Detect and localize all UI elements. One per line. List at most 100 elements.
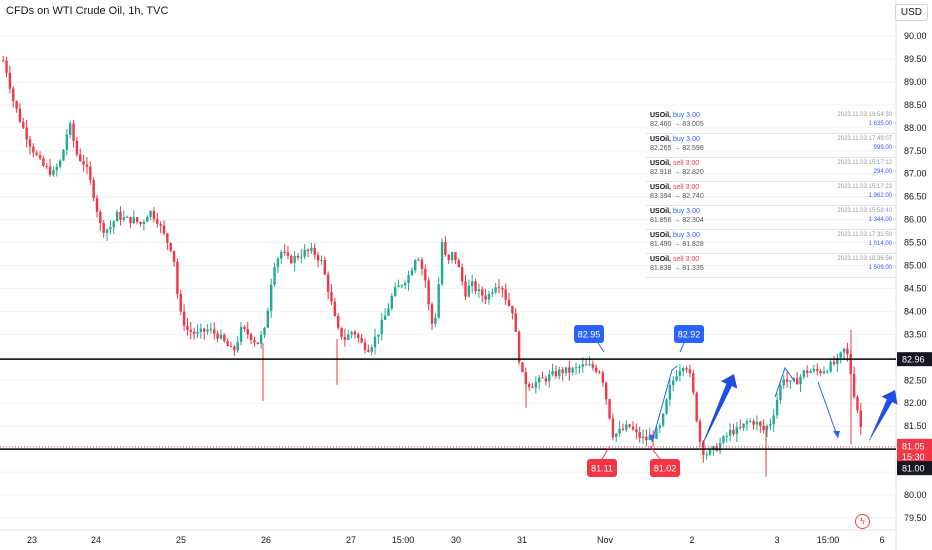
y-tick-label: 89.00 [904, 77, 927, 87]
candle-body [437, 284, 440, 318]
price-callout-low [650, 459, 680, 477]
candle-body [752, 421, 755, 425]
candle-body [2, 60, 5, 62]
candle-body [246, 328, 249, 335]
candle-body [199, 328, 203, 332]
y-tick-label: 86.00 [904, 215, 927, 225]
candle-body [48, 166, 52, 175]
candle-body [316, 254, 320, 261]
candle-body [226, 341, 229, 347]
candle-body [819, 370, 822, 374]
candle-body [494, 287, 497, 293]
y-tick-label: 84.50 [904, 283, 927, 293]
candle-body [822, 371, 826, 374]
candle-body [156, 219, 159, 224]
flash-icon[interactable]: ϟ [855, 514, 870, 529]
candle-body [517, 331, 521, 363]
x-tick-label: 2 [689, 535, 694, 545]
price-callout-high [674, 325, 704, 343]
candle-body [256, 342, 259, 344]
candle-body [387, 308, 390, 316]
candle-body [293, 255, 296, 264]
candle-body [702, 441, 705, 455]
trade-row[interactable]: USOil, sell 3.00 83.394 → 82.740 2023.11.… [646, 182, 896, 206]
candle-body [330, 291, 333, 302]
candle-body [708, 449, 712, 455]
candle-body [608, 399, 611, 419]
x-tick-label: 24 [91, 535, 101, 545]
candle-body [115, 211, 119, 222]
candle-body [239, 326, 243, 343]
candle-body [219, 334, 223, 339]
candle-body [109, 227, 112, 230]
forecast-arrow-icon [868, 390, 898, 443]
candle-body [504, 289, 507, 300]
candle-body [353, 331, 357, 335]
candle-body [722, 436, 725, 443]
candle-body [558, 369, 561, 377]
candle-body [658, 425, 661, 428]
candle-body [816, 368, 819, 371]
support-price-label: 81.00 [902, 464, 925, 474]
candle-body [223, 334, 226, 342]
x-tick-label: 26 [261, 535, 271, 545]
trade-row[interactable]: USOil, buy 3.00 82.265 → 82.598 2023.11.0… [646, 134, 896, 158]
candle-body [149, 211, 152, 217]
candle-body [692, 373, 695, 393]
candle-body [605, 382, 608, 400]
candle-body [802, 370, 806, 377]
candle-body [444, 241, 447, 255]
currency-button[interactable]: USD [894, 4, 928, 21]
y-tick-label: 80.00 [904, 490, 927, 500]
candle-body [32, 146, 35, 153]
candle-body [400, 285, 404, 287]
candle-body [320, 259, 323, 261]
y-tick-label: 83.50 [904, 329, 927, 339]
trade-row[interactable]: USOil, buy 3.00 82.460 → 83.005 2023.11.0… [646, 110, 896, 134]
x-tick-label: 23 [27, 535, 37, 545]
candle-body [779, 385, 782, 401]
candle-body [668, 385, 672, 400]
candle-body [236, 342, 239, 351]
candle-body [531, 386, 534, 388]
candle-body [588, 364, 591, 366]
candle-body [393, 287, 397, 297]
price-callout-label: 81.02 [654, 464, 677, 474]
candle-body [806, 370, 809, 373]
candle-body [280, 251, 283, 259]
candle-body [578, 366, 581, 368]
candle-body [534, 382, 538, 388]
candle-body [363, 342, 367, 350]
candle-body [759, 421, 762, 426]
trade-row[interactable]: USOil, buy 3.00 81.490 → 81.828 2023.11.0… [646, 230, 896, 254]
candle-body [544, 378, 548, 382]
candle-body [8, 72, 12, 89]
candle-body [85, 164, 89, 167]
candle-body [89, 166, 92, 181]
trade-row[interactable]: USOil, sell 3.00 82.918 → 82.820 2023.11.… [646, 158, 896, 182]
candle-body [273, 267, 276, 285]
candle-body [397, 285, 400, 288]
candle-body [79, 154, 82, 162]
candle-body [682, 368, 685, 372]
candle-body [216, 333, 219, 339]
candle-body [142, 221, 146, 224]
countdown-label: 15:30 [902, 452, 925, 462]
candle-body [464, 281, 467, 297]
candle-body [340, 327, 343, 337]
x-tick-label: 15:00 [817, 535, 840, 545]
candle-body [648, 435, 651, 441]
trade-row[interactable]: USOil, sell 3.00 81.838 → 81.335 2023.11.… [646, 254, 896, 278]
candle-body [105, 229, 109, 233]
candle-body [69, 123, 72, 135]
trade-row[interactable]: USOil, buy 3.00 81.856 → 82.304 2023.11.0… [646, 206, 896, 230]
candle-body [296, 255, 300, 258]
candle-body [18, 108, 22, 122]
candle-body [270, 284, 273, 311]
candle-body [203, 328, 206, 332]
candle-body [424, 268, 427, 281]
candle-body [182, 311, 186, 326]
candle-body [122, 217, 125, 220]
trade-history-panel: USOil, buy 3.00 82.460 → 83.005 2023.11.0… [646, 110, 896, 278]
